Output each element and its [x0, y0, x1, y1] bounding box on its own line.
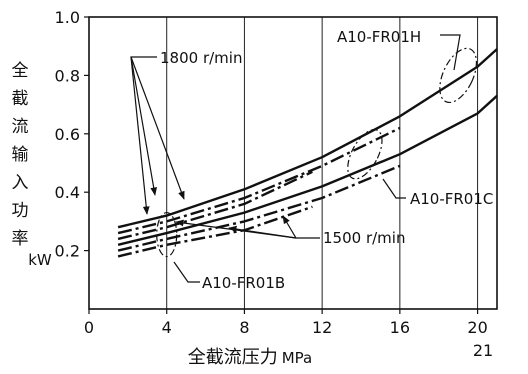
x-axis-label: 全截流压力 MPa — [188, 347, 313, 368]
y-axis-label-char-2: 流 — [12, 117, 29, 137]
y-axis-label-char-5: 功 — [12, 201, 29, 221]
model-label-fr01b: A10-FR01B — [202, 274, 285, 292]
arrow-leader-1 — [130, 56, 150, 215]
model-label-fr01c: A10-FR01C — [410, 190, 493, 208]
model-ellipses — [156, 47, 478, 258]
model-leader-0 — [440, 34, 461, 71]
model-leader-2 — [173, 261, 200, 283]
y-tick-label-1: 0.4 — [55, 183, 80, 202]
plot-frame — [88, 16, 498, 310]
y-axis-label-char-1: 截 — [12, 89, 29, 109]
arrow-leader-0 — [130, 56, 158, 196]
x-axis-ticks: 0 4 8 12 16 20 — [84, 309, 488, 337]
series-line-0 — [117, 48, 498, 229]
model-ellipse-0 — [439, 47, 478, 104]
y-axis-label-char-0: 全 — [12, 61, 29, 81]
y-axis-ticks: 0.2 0.4 0.6 0.8 1.0 — [55, 8, 89, 261]
leader-lines — [130, 34, 461, 283]
y-axis-label-char-4: 入 — [12, 173, 29, 193]
x-tick-label-5: 20 — [467, 318, 487, 337]
x-tick-label-1: 4 — [162, 318, 172, 337]
series-line-1 — [117, 126, 401, 235]
arrow-leader-5 — [175, 219, 297, 239]
x-tick-label-4: 16 — [390, 318, 410, 337]
speed-label-1500: 1500 r/min — [323, 229, 405, 247]
model-label-fr01h: A10-FR01H — [337, 28, 421, 46]
series-line-3 — [117, 94, 498, 246]
y-axis-label-char-6: 率 — [12, 229, 29, 249]
arrow-leader-2 — [130, 56, 185, 200]
model-leader-1 — [382, 178, 406, 199]
x-tick-label-3: 12 — [312, 318, 332, 337]
y-tick-label-2: 0.6 — [55, 125, 80, 144]
series-line-2 — [117, 170, 313, 241]
x-extra-tick-label: 21 — [473, 341, 493, 360]
y-tick-label-3: 0.8 — [55, 66, 80, 85]
model-ellipse-1 — [347, 129, 383, 180]
y-axis-label-char-3: 输 — [12, 145, 29, 165]
y-axis-unit: kW — [28, 251, 52, 269]
speed-label-1800: 1800 r/min — [160, 49, 242, 67]
series-line-4 — [117, 164, 401, 252]
model-ellipse-2 — [156, 211, 178, 258]
y-tick-label-4: 1.0 — [55, 8, 80, 27]
curves — [117, 48, 498, 258]
x-tick-label-2: 8 — [239, 318, 249, 337]
x-tick-label-0: 0 — [84, 318, 94, 337]
arrow-leader-3 — [282, 215, 320, 239]
y-tick-label-0: 0.2 — [55, 242, 80, 261]
